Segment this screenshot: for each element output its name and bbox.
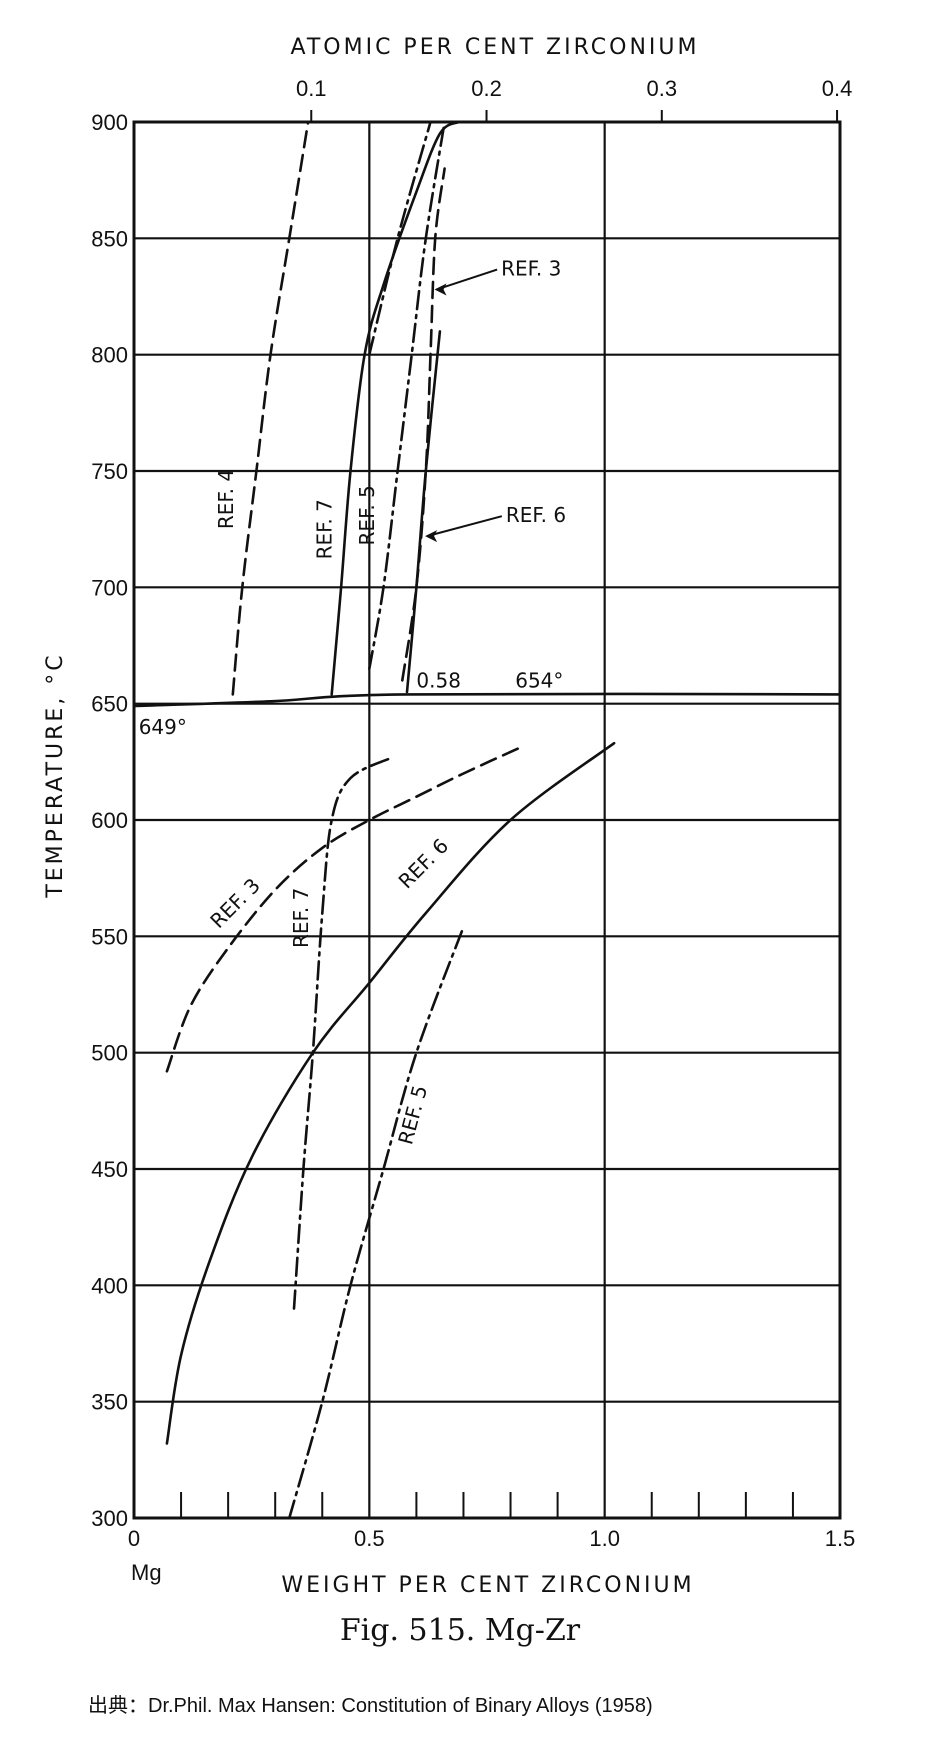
curve-ref-7 [368,120,432,356]
annotation-label: 649° [139,715,187,739]
x-tick-label: 0 [128,1526,140,1551]
y-tick-label: 700 [91,575,128,600]
y-tick-label: 550 [91,924,128,949]
y-tick-label: 800 [91,343,128,368]
annotation-label: 654° [515,668,563,692]
y-tick-label: 300 [91,1506,128,1531]
curve-ref-7 [330,120,461,696]
annotation-label: REF. 3 [205,873,265,933]
origin-element-label: Mg [131,1560,162,1585]
data-curves [132,120,842,1520]
annotation-arrow [426,515,503,538]
top-tick-label: 0.4 [822,76,853,101]
annotation-label: REF. 3 [501,257,561,281]
y-tick-label: 650 [91,692,128,717]
y-tick-label: 500 [91,1041,128,1066]
annotation-label: 0.58 [416,668,461,692]
y-tick-label: 900 [91,110,128,135]
y-axis-title: TEMPERATURE, °C [43,652,68,898]
top-tick-label: 0.2 [471,76,502,101]
top-axis-title: ATOMIC PER CENT ZIRCONIUM [291,35,700,60]
x-tick-label: 0.5 [354,1526,385,1551]
x-axis-title: WEIGHT PER CENT ZIRCONIUM [281,1573,694,1598]
curve-solidus [132,692,842,708]
x-minor-ticks [180,1492,794,1518]
top-tick-label: 0.3 [646,76,677,101]
annotation-label: REF. 6 [506,503,566,527]
y-tick-label: 450 [91,1157,128,1182]
top-tick-labels: 0.1 0.2 0.3 0.4 [296,76,852,122]
arrowhead [425,530,438,543]
curve-ref-5 [288,925,465,1520]
arrowhead [434,283,447,296]
y-tick-label: 350 [91,1390,128,1415]
x-tick-label: 1.0 [589,1526,620,1551]
y-tick-label: 600 [91,808,128,833]
annotation-label: REF. 6 [394,834,454,894]
annotation-label: REF. 5 [393,1083,432,1147]
annotations: REF. 4 REF. 7 REF. 5 REF. 3 REF. 6 0.58 654° 64… [139,257,566,1147]
curve-ref-7 [292,755,395,1310]
curve-ref-6 [165,741,616,1445]
y-tick-label: 750 [91,459,128,484]
annotation-label: REF. 5 [355,485,379,545]
grid [134,120,840,1520]
y-tick-labels: 300 350 400 450 500 550 600 650 700 750 800 850 900 [91,110,128,1531]
curve-ref-3 [401,167,446,682]
curve-ref-4 [231,120,310,696]
annotation-label: REF. 7 [313,499,337,559]
y-tick-label: 400 [91,1273,128,1298]
annotation-arrow [436,268,498,291]
y-tick-label: 850 [91,226,128,251]
curve-ref-3 [165,744,526,1073]
x-tick-labels: 0 0.5 1.0 1.5 [128,1526,855,1551]
annotation-label: REF. 4 [214,469,238,529]
source-credit: 出典：Dr.Phil. Max Hansen: Constitution of … [88,1694,653,1717]
curve-ref-5 [368,120,446,671]
x-tick-label: 1.5 [825,1526,856,1551]
annotation-label: REF. 7 [289,888,313,948]
top-tick-label: 0.1 [296,76,327,101]
curve-ref-6 [405,330,442,694]
figure-caption: Fig. 515. Mg-Zr [340,1613,581,1648]
